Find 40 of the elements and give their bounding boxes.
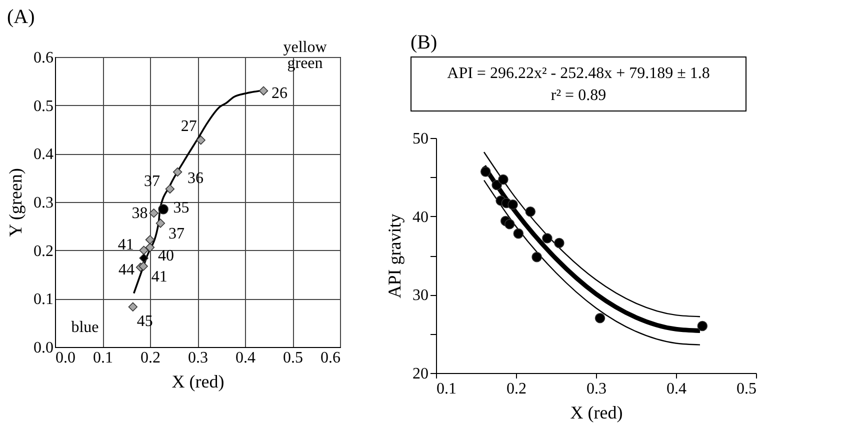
y-tick-label: 50 bbox=[412, 130, 428, 148]
y-tick-label: 0.6 bbox=[34, 50, 54, 66]
chart-title: (A) bbox=[7, 6, 35, 28]
x-tick-label: 0.0 bbox=[56, 350, 76, 366]
y-tick-label: 0.4 bbox=[34, 146, 54, 164]
x-tick-label: 0.3 bbox=[586, 380, 606, 398]
x-tick-label: 0.1 bbox=[93, 350, 113, 366]
annotation: 40 bbox=[158, 247, 174, 264]
annotation: 41 bbox=[151, 268, 168, 286]
annotation: 27 bbox=[180, 118, 197, 136]
chart-title: (B) bbox=[410, 32, 438, 54]
x-tick-label: 0.4 bbox=[666, 380, 686, 398]
x-tick-label: 0.3 bbox=[188, 350, 208, 366]
annotation: blue bbox=[71, 319, 99, 336]
annotation: 41 bbox=[118, 236, 134, 254]
y-tick-label: 20 bbox=[412, 366, 428, 382]
y-tick-label: 0.5 bbox=[34, 98, 54, 115]
annotation: 37 bbox=[168, 225, 184, 242]
text: r² = 0.89 bbox=[550, 87, 606, 104]
x-tick-label: 0.2 bbox=[506, 380, 526, 398]
y-tick-label: 30 bbox=[412, 287, 428, 304]
x-axis-title: X (red) bbox=[570, 402, 623, 422]
y-tick-label: 0.1 bbox=[34, 291, 54, 308]
y-tick-label: 40 bbox=[412, 208, 428, 226]
y-axis-title: API gravity bbox=[384, 214, 404, 298]
x-tick-label: 0.4 bbox=[236, 350, 256, 366]
x-tick-label: 0.1 bbox=[436, 380, 456, 398]
x-tick-label: 0.6 bbox=[320, 350, 340, 366]
text: API = 296.22x² - 252.48x + 79.189 ± 1.8 bbox=[447, 65, 710, 82]
annotation: 26 bbox=[272, 84, 288, 102]
x-tick-label: 0.5 bbox=[736, 380, 756, 398]
annotation: 35 bbox=[173, 199, 190, 216]
y-tick-label: 0.3 bbox=[34, 194, 54, 212]
x-tick-label: 0.5 bbox=[283, 350, 303, 366]
x-tick-label: 0.2 bbox=[140, 350, 160, 366]
annotation: 38 bbox=[132, 205, 148, 222]
x-axis-title: X (red) bbox=[172, 372, 224, 392]
annotation: 44 bbox=[118, 261, 134, 278]
y-tick-label: 0.2 bbox=[34, 242, 54, 260]
y-axis-title: Y (green) bbox=[6, 168, 26, 237]
